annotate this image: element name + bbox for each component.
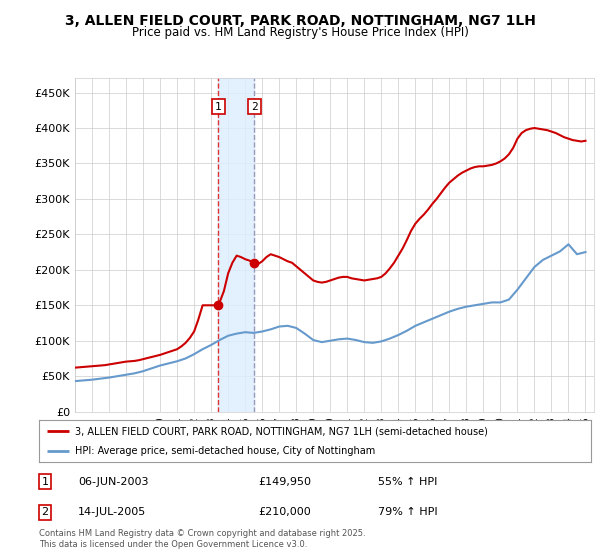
Text: 3, ALLEN FIELD COURT, PARK ROAD, NOTTINGHAM, NG7 1LH: 3, ALLEN FIELD COURT, PARK ROAD, NOTTING… bbox=[65, 14, 535, 28]
Text: HPI: Average price, semi-detached house, City of Nottingham: HPI: Average price, semi-detached house,… bbox=[75, 446, 375, 456]
Text: 79% ↑ HPI: 79% ↑ HPI bbox=[378, 507, 437, 517]
Text: 55% ↑ HPI: 55% ↑ HPI bbox=[378, 477, 437, 487]
Text: 3, ALLEN FIELD COURT, PARK ROAD, NOTTINGHAM, NG7 1LH (semi-detached house): 3, ALLEN FIELD COURT, PARK ROAD, NOTTING… bbox=[75, 426, 488, 436]
Text: 14-JUL-2005: 14-JUL-2005 bbox=[78, 507, 146, 517]
Text: 06-JUN-2003: 06-JUN-2003 bbox=[78, 477, 149, 487]
Bar bbox=[218, 78, 254, 412]
Text: 2: 2 bbox=[41, 507, 49, 517]
Text: Contains HM Land Registry data © Crown copyright and database right 2025.
This d: Contains HM Land Registry data © Crown c… bbox=[39, 529, 365, 549]
Text: 2: 2 bbox=[251, 102, 258, 112]
Text: Price paid vs. HM Land Registry's House Price Index (HPI): Price paid vs. HM Land Registry's House … bbox=[131, 26, 469, 39]
Text: 1: 1 bbox=[41, 477, 49, 487]
Text: £149,950: £149,950 bbox=[258, 477, 311, 487]
Text: £210,000: £210,000 bbox=[258, 507, 311, 517]
Text: 1: 1 bbox=[215, 102, 222, 112]
